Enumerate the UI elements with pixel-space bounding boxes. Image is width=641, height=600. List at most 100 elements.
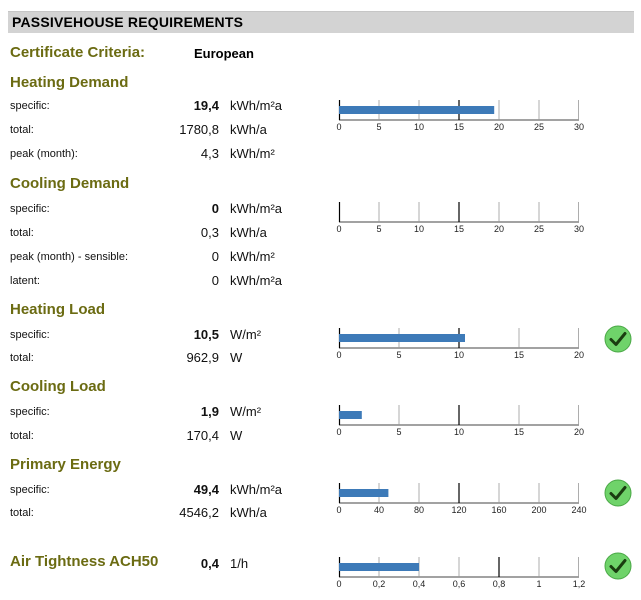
- tick-label: 1,2: [573, 579, 586, 589]
- tick-label: 30: [574, 224, 584, 234]
- row-unit: kWh/a: [230, 122, 267, 137]
- tick-label: 10: [454, 427, 464, 437]
- row-unit: kWh/m²a: [230, 482, 282, 497]
- row-unit: kWh/a: [230, 505, 267, 520]
- tick-label: 20: [574, 427, 584, 437]
- heating-load-gauge: 0 5 10 15 20: [336, 325, 584, 368]
- row-unit: kWh/m²: [230, 249, 275, 264]
- check-icon: [604, 325, 632, 353]
- gauge-svg: 0 5 10 15 20: [336, 328, 584, 360]
- tick-label: 15: [514, 350, 524, 360]
- gauge-svg: 0 40 80 120 160 200 240: [336, 483, 587, 515]
- check-svg: [604, 479, 632, 507]
- section-title-heating-load: Heating Load: [10, 301, 106, 318]
- row-unit: 1/h: [230, 556, 249, 571]
- tick-label: 160: [491, 505, 506, 515]
- gauge-svg: 0 5 10 15 20 25 30: [336, 202, 584, 234]
- check-mark: [609, 486, 627, 500]
- gauge-bar: [339, 411, 362, 419]
- row-label: total:: [10, 227, 34, 239]
- row-value: 1780,8: [179, 122, 219, 137]
- check-circle: [604, 479, 632, 507]
- header-bar: PASSIVEHOUSE REQUIREMENTS: [8, 11, 634, 33]
- check-mark: [609, 559, 627, 573]
- row-value: 4,3: [200, 146, 219, 161]
- tick-label: 5: [376, 122, 381, 132]
- tick-label: 80: [414, 505, 424, 515]
- section-title-cooling-demand: Cooling Demand: [10, 175, 130, 192]
- tick-label: 0: [336, 122, 341, 132]
- row-label: specific:: [10, 203, 50, 215]
- gauge-svg: 0 5 10 15 20: [336, 405, 584, 437]
- tick-label: 200: [531, 505, 546, 515]
- row-value: 10,5: [193, 327, 219, 342]
- check-svg: [604, 552, 632, 580]
- tick-label: 40: [374, 505, 384, 515]
- row-value: 0: [211, 201, 219, 216]
- check-mark: [609, 332, 627, 346]
- row-label: specific:: [10, 100, 50, 112]
- tick-label: 20: [574, 350, 584, 360]
- tick-label: 15: [454, 224, 464, 234]
- air-tightness-gauge: 0 0,2 0,4 0,6 0,8 1 1,2: [336, 554, 585, 597]
- row-unit: W: [230, 350, 243, 365]
- tick-label: 20: [494, 224, 504, 234]
- cooling-load-gauge: 0 5 10 15 20: [336, 402, 584, 445]
- row-unit: kWh/m²a: [230, 201, 282, 216]
- tick-label: 0,2: [373, 579, 386, 589]
- criteria-value: European: [194, 46, 254, 61]
- row-value: 0: [211, 273, 219, 288]
- heating-demand-gauge: 0 5 10 15 20 25 30: [336, 97, 584, 140]
- row-label: total:: [10, 430, 34, 442]
- section-title-heating-demand: Heating Demand: [10, 74, 129, 91]
- row-value: 1,9: [200, 404, 219, 419]
- row-value: 0,4: [200, 556, 219, 571]
- tick-label: 30: [574, 122, 584, 132]
- row-unit: W: [230, 428, 243, 443]
- tick-label: 5: [396, 427, 401, 437]
- criteria-label: Certificate Criteria:: [10, 44, 146, 61]
- row-unit: W/m²: [230, 327, 262, 342]
- tick-label: 0,4: [413, 579, 426, 589]
- check-circle: [604, 325, 632, 353]
- tick-label: 5: [396, 350, 401, 360]
- tick-label: 0: [336, 579, 341, 589]
- tick-label: 1: [536, 579, 541, 589]
- row-label: specific:: [10, 484, 50, 496]
- tick-label: 5: [376, 224, 381, 234]
- tick-label: 0: [336, 350, 341, 360]
- cooling-demand-gauge: 0 5 10 15 20 25 30: [336, 199, 584, 242]
- row-label: total:: [10, 352, 34, 364]
- tick-label: 15: [514, 427, 524, 437]
- page-title: PASSIVEHOUSE REQUIREMENTS: [12, 14, 244, 30]
- tick-label: 0: [336, 427, 341, 437]
- gauge-bar: [339, 106, 495, 114]
- tick-label: 15: [454, 122, 464, 132]
- tick-label: 0: [336, 224, 341, 234]
- check-icon: [604, 479, 632, 507]
- check-svg: [604, 325, 632, 353]
- tick-label: 0,8: [493, 579, 506, 589]
- row-label: specific:: [10, 329, 50, 341]
- row-label: specific:: [10, 406, 50, 418]
- row-value: 4546,2: [179, 505, 219, 520]
- row-label: peak (month) - sensible:: [10, 251, 128, 263]
- gauge-bar: [339, 563, 419, 571]
- tick-label: 10: [414, 224, 424, 234]
- tick-label: 240: [571, 505, 586, 515]
- check-icon: [604, 552, 632, 580]
- row-label: latent:: [10, 275, 40, 287]
- tick-label: 120: [451, 505, 466, 515]
- gauge-svg: 0 5 10 15 20 25 30: [336, 100, 584, 132]
- gauge-bar: [339, 334, 465, 342]
- tick-label: 20: [494, 122, 504, 132]
- row-unit: kWh/a: [230, 225, 267, 240]
- tick-label: 0,6: [453, 579, 466, 589]
- section-title-cooling-load: Cooling Load: [10, 378, 106, 395]
- row-label: peak (month):: [10, 148, 78, 160]
- row-label: total:: [10, 124, 34, 136]
- row-unit: kWh/m²a: [230, 273, 282, 288]
- row-label: total:: [10, 507, 34, 519]
- tick-label: 25: [534, 224, 544, 234]
- row-value: 0: [211, 249, 219, 264]
